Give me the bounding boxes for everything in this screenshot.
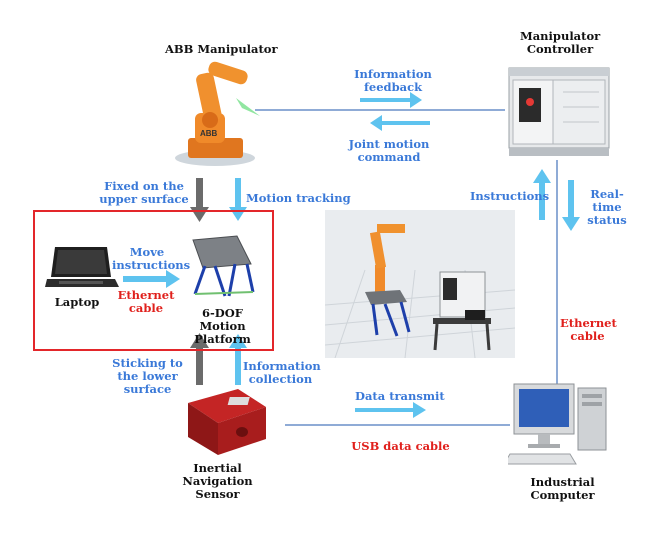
arrow-realtime-status xyxy=(562,180,580,231)
arrow-info-feedback xyxy=(360,92,422,108)
edge-label-ethernet-left: Ethernet cable xyxy=(117,288,175,315)
motion-platform-image xyxy=(192,235,255,297)
local-control-box xyxy=(33,210,274,351)
edge-label-motion-tracking: Motion tracking xyxy=(246,191,351,205)
edge-label-joint-motion: Joint motion command xyxy=(348,137,430,164)
ins-sensor-image xyxy=(188,389,266,455)
svg-text:ABB: ABB xyxy=(200,129,218,138)
edge-label-instructions: Instructions xyxy=(470,189,550,203)
laptop-image xyxy=(45,247,119,287)
node-label-ins: Inertial Navigation Sensor xyxy=(182,461,253,501)
node-label-laptop: Laptop xyxy=(54,295,100,309)
edge-label-sticking-lower: Sticking to the lower surface xyxy=(112,356,183,396)
edge-label-info-collection: Information collection xyxy=(243,359,321,386)
edge-label-data-transmit: Data transmit xyxy=(355,389,445,403)
node-label-controller: Manipulator Controller xyxy=(520,29,601,56)
node-label-platform: 6-DOF Motion Platform xyxy=(194,306,251,346)
industrial-computer-image xyxy=(508,383,607,465)
node-label-abb: ABB Manipulator xyxy=(165,42,278,56)
edge-label-fixed-upper: Fixed on the upper surface xyxy=(99,179,189,206)
controller-cabinet-image xyxy=(508,67,610,156)
edge-label-move-instructions: Move instructions xyxy=(112,245,191,272)
abb-manipulator-image: ABB xyxy=(175,61,260,166)
node-label-computer: Industrial Computer xyxy=(530,475,595,502)
arrow-data-transmit xyxy=(355,402,426,418)
arrow-move-instructions xyxy=(123,270,180,288)
arrow-joint-motion xyxy=(370,115,430,131)
edge-label-realtime-status: Real-time status xyxy=(587,187,627,227)
edge-label-ethernet-right: Ethernet cable xyxy=(560,316,617,343)
arrow-info-collection xyxy=(229,334,247,385)
arrow-instructions xyxy=(533,169,551,220)
simulation-scene-image xyxy=(325,210,515,358)
edge-label-info-feedback: Information feedback xyxy=(354,67,432,94)
arrow-sticking-lower xyxy=(190,333,209,385)
edge-label-usb-cable: USB data cable xyxy=(351,439,450,453)
